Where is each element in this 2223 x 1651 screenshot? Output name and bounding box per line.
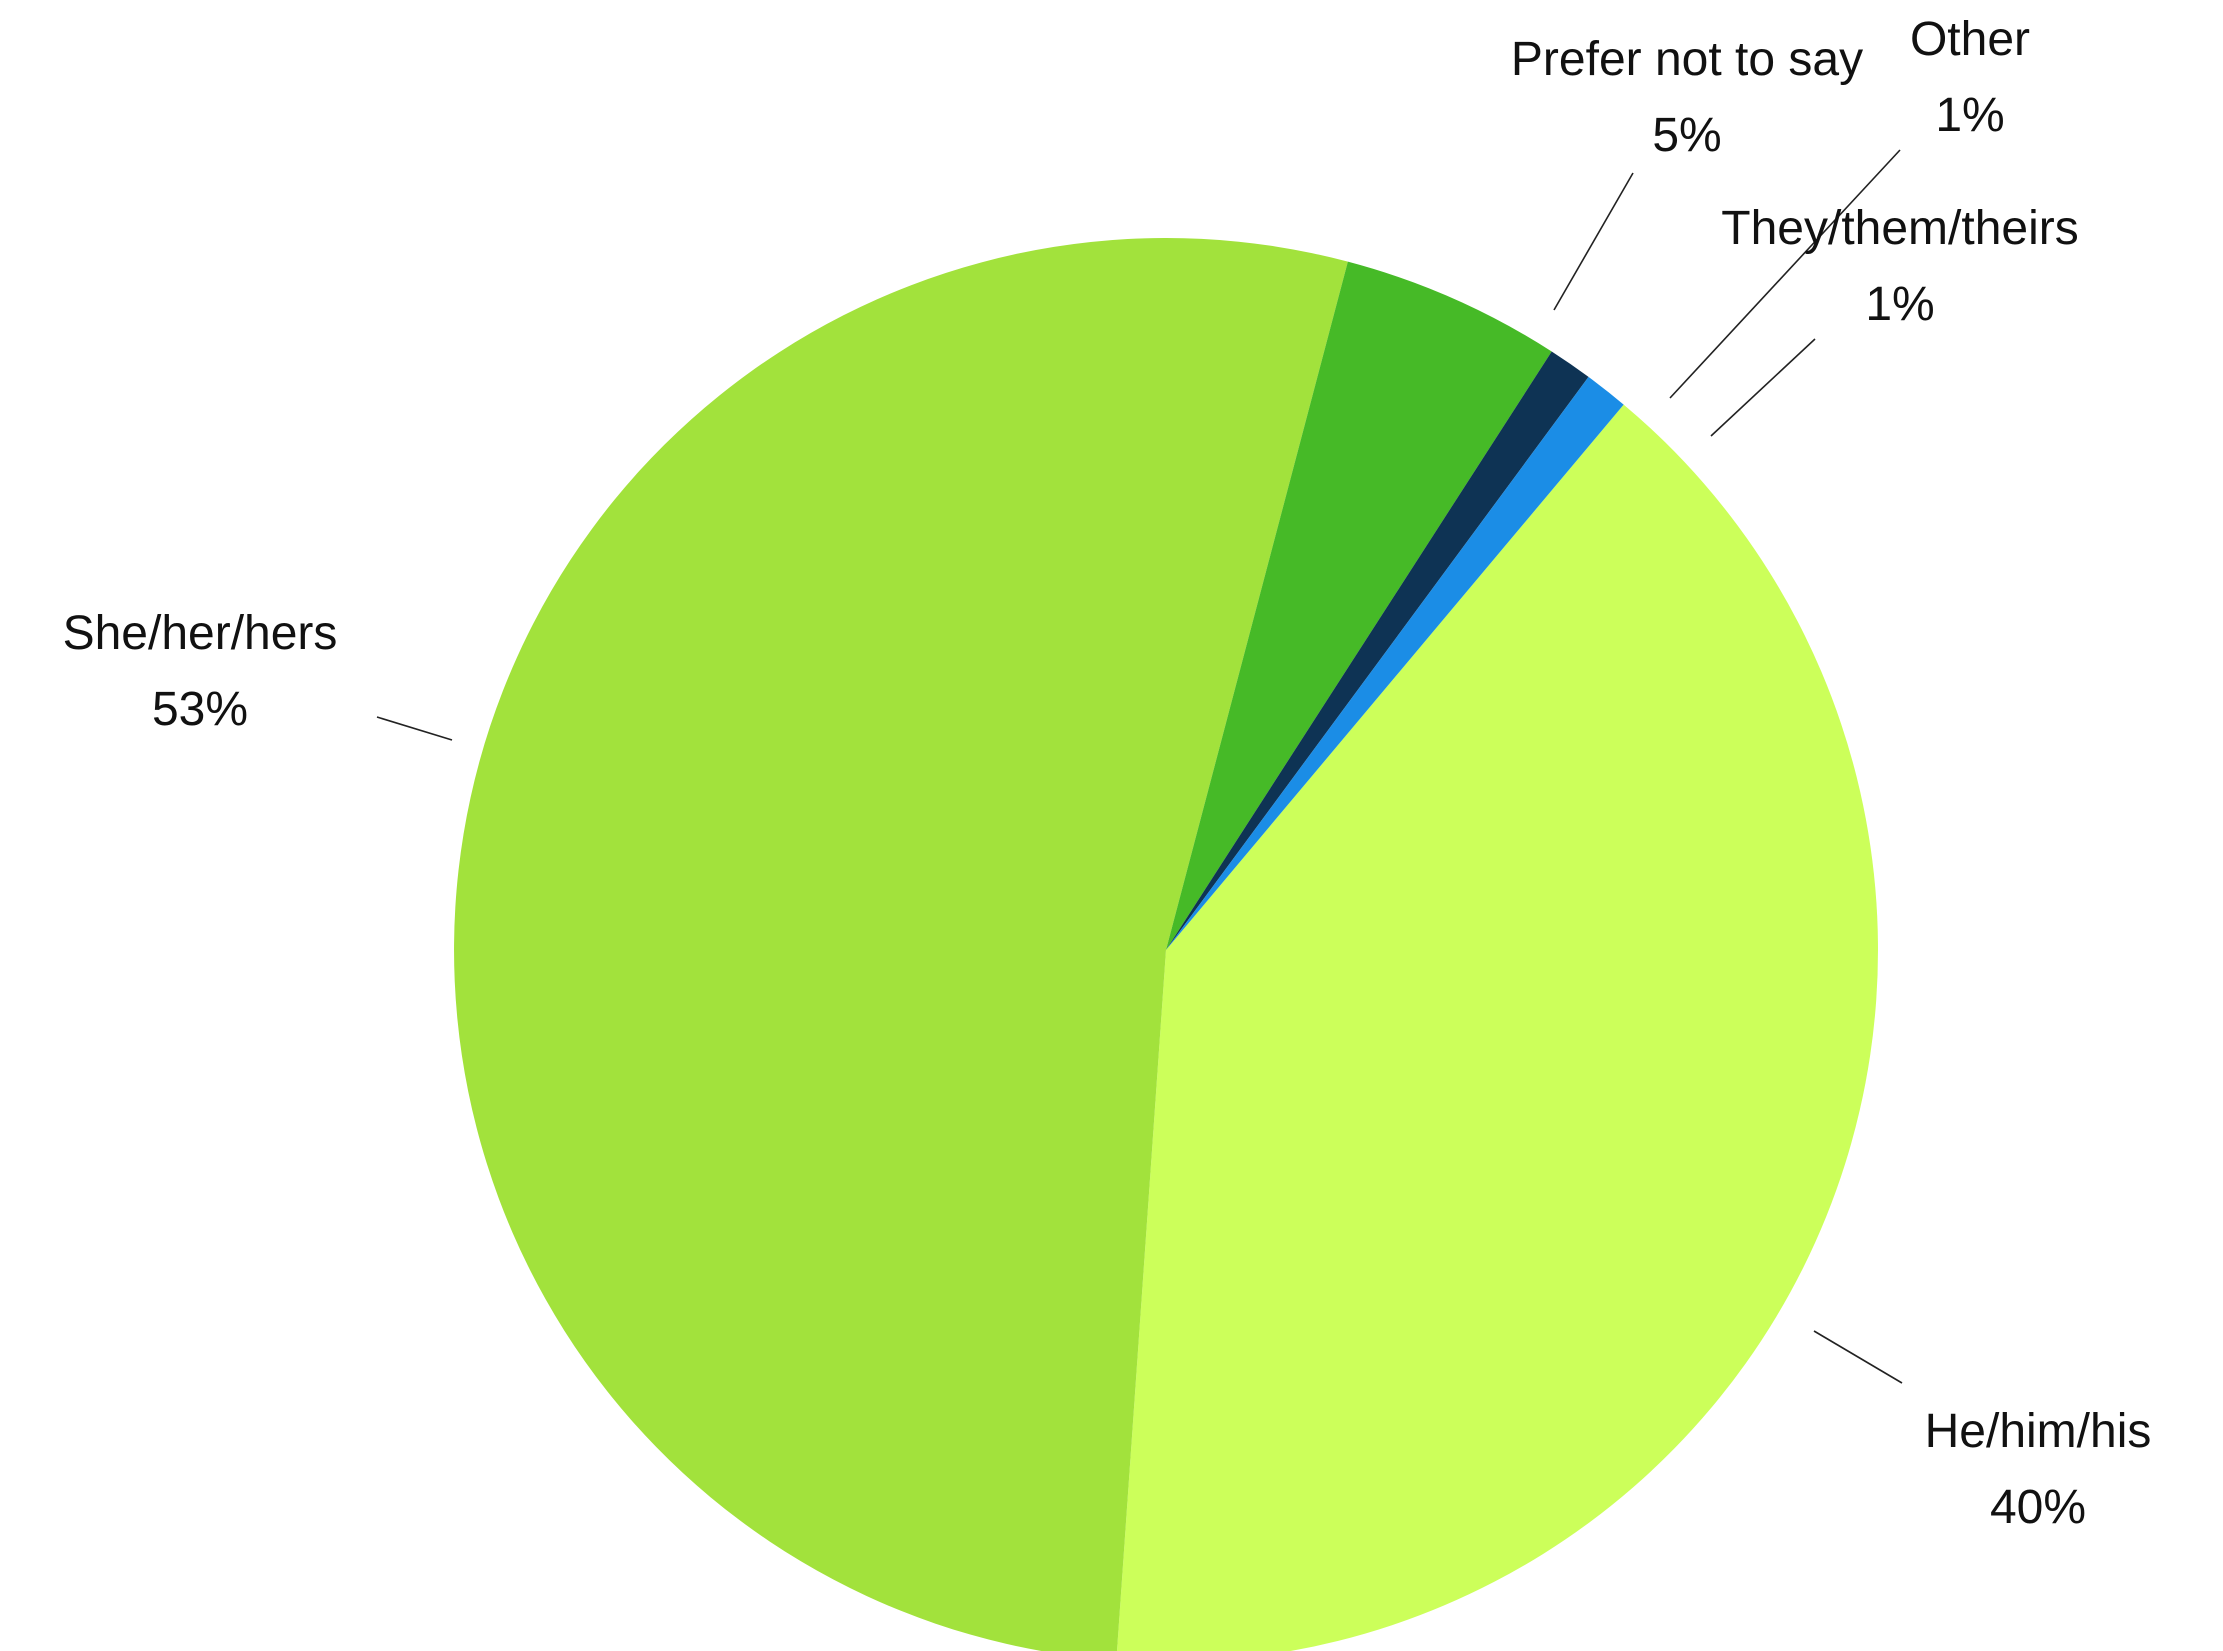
leader-line-prefer-not-to-say: [1553, 172, 1634, 311]
leader-lines: [376, 149, 1903, 1384]
slice-percent-she-her-hers: 53%: [152, 683, 248, 736]
pie-slice-they-them-theirs: [1166, 376, 1624, 950]
slice-label-he-him-his: He/him/his: [1925, 1405, 2152, 1458]
leader-line-he-him-his: [1813, 1330, 1903, 1384]
slice-label-she-her-hers: She/her/hers: [63, 607, 338, 660]
pie-slice-other: [1166, 351, 1589, 950]
pie-slice-prefer-not-to-say: [1166, 261, 1552, 950]
slice-percent-other: 1%: [1935, 89, 2004, 142]
slice-percent-prefer-not-to-say: 5%: [1652, 109, 1721, 162]
slice-label-they-them-theirs: They/them/theirs: [1721, 202, 2078, 255]
slice-label-other: Other: [1910, 13, 2030, 66]
slice-percent-he-him-his: 40%: [1990, 1481, 2086, 1534]
pie-slices: [454, 238, 1878, 1651]
slice-label-prefer-not-to-say: Prefer not to say: [1511, 33, 1863, 86]
slice-percent-they-them-theirs: 1%: [1865, 278, 1934, 331]
slice-labels: He/him/his 40% She/her/hers 53% Prefer not t…: [63, 13, 2152, 1534]
pie-slice-she-her-hers: [454, 238, 1348, 1651]
leader-line-they-them-theirs: [1710, 338, 1816, 437]
leader-line-other: [1669, 149, 1901, 399]
leader-line-she-her-hers: [376, 716, 453, 741]
pie-slice-he-him-his: [1116, 404, 1878, 1651]
